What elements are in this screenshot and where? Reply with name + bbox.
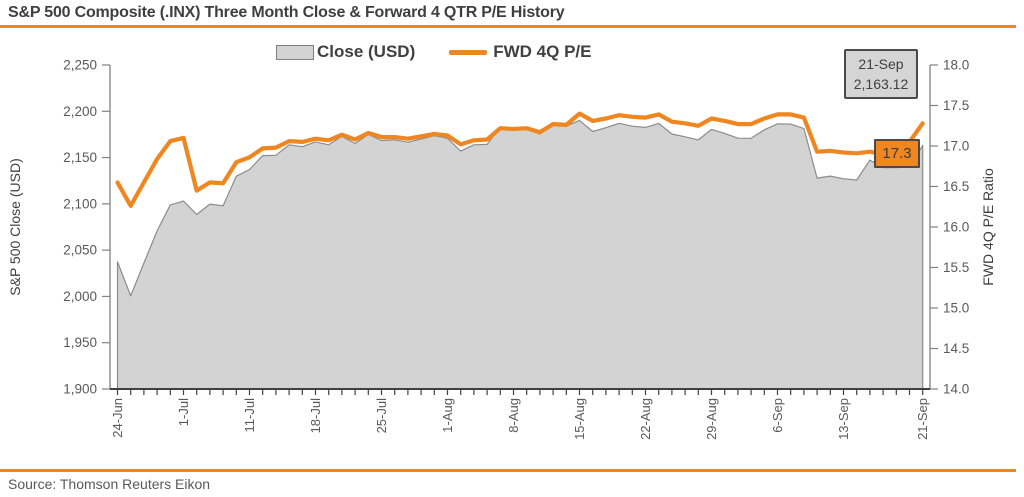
last-price-annotation: 21-Sep 2,163.12 [844, 49, 918, 99]
svg-text:1-Jul: 1-Jul [176, 398, 191, 426]
chart-title: S&P 500 Composite (.INX) Three Month Clo… [8, 4, 565, 21]
left-axis: 2,250 2,200 2,150 2,100 2,050 2,000 1,950 1,900… [7, 58, 111, 397]
last-pe-annotation: 17.3 [874, 139, 920, 168]
legend-item-pe: FWD 4Q P/E [449, 42, 591, 62]
svg-text:1,950: 1,950 [63, 335, 97, 350]
svg-text:17.5: 17.5 [943, 98, 969, 113]
svg-text:22-Aug: 22-Aug [638, 398, 653, 440]
svg-text:21-Sep: 21-Sep [915, 398, 930, 440]
svg-text:14.5: 14.5 [943, 341, 969, 356]
left-axis-title: S&P 500 Close (USD) [7, 158, 23, 295]
annotation-date: 21-Sep [858, 55, 904, 72]
annotation-price: 2,163.12 [853, 76, 909, 92]
svg-text:16.5: 16.5 [943, 179, 969, 194]
source-text: Source: Thomson Reuters Eikon [8, 476, 211, 492]
svg-text:2,200: 2,200 [63, 104, 97, 119]
pe-line-swatch-icon [449, 49, 488, 55]
chart-legend: Close (USD) FWD 4Q P/E [276, 42, 591, 62]
svg-text:13-Sep: 13-Sep [836, 398, 851, 440]
svg-text:18.0: 18.0 [943, 58, 969, 73]
svg-text:18-Jul: 18-Jul [308, 398, 323, 434]
legend-label-close: Close (USD) [317, 42, 416, 61]
title-underline [0, 25, 1016, 28]
close-area-swatch-icon [276, 44, 314, 60]
svg-text:1-Aug: 1-Aug [440, 398, 455, 433]
svg-text:2,100: 2,100 [63, 196, 97, 211]
pe-line-series [115, 111, 925, 208]
svg-text:14.0: 14.0 [943, 382, 969, 397]
svg-text:2,000: 2,000 [63, 289, 97, 304]
legend-item-close: Close (USD) [276, 42, 415, 62]
legend-label-pe: FWD 4Q P/E [493, 42, 592, 61]
svg-text:1,900: 1,900 [63, 382, 97, 397]
source-divider [0, 469, 1016, 472]
svg-text:16.0: 16.0 [943, 220, 969, 235]
svg-text:24-Jun: 24-Jun [110, 398, 125, 438]
right-axis-title: FWD 4Q P/E Ratio [980, 168, 996, 286]
svg-text:17.0: 17.0 [943, 139, 969, 154]
svg-text:15.0: 15.0 [943, 301, 969, 316]
svg-text:29-Aug: 29-Aug [704, 398, 719, 440]
svg-text:15-Aug: 15-Aug [572, 398, 587, 440]
svg-text:25-Jul: 25-Jul [374, 398, 389, 434]
svg-text:6-Sep: 6-Sep [770, 398, 785, 433]
x-axis: 24-Jun 1-Jul 11-Jul 18-Jul 25-Jul 1-Aug 8-Aug 1… [110, 388, 930, 440]
svg-text:2,250: 2,250 [63, 58, 97, 73]
svg-text:2,150: 2,150 [63, 150, 97, 165]
svg-text:8-Aug: 8-Aug [506, 398, 521, 433]
svg-text:2,050: 2,050 [63, 243, 97, 258]
right-axis: 18.0 17.5 17.0 16.5 16.0 15.5 15.0 14.5 14.0 FWD … [929, 58, 996, 397]
svg-text:11-Jul: 11-Jul [242, 398, 257, 433]
annotation-pe-value: 17.3 [882, 145, 912, 162]
svg-text:15.5: 15.5 [943, 260, 969, 275]
